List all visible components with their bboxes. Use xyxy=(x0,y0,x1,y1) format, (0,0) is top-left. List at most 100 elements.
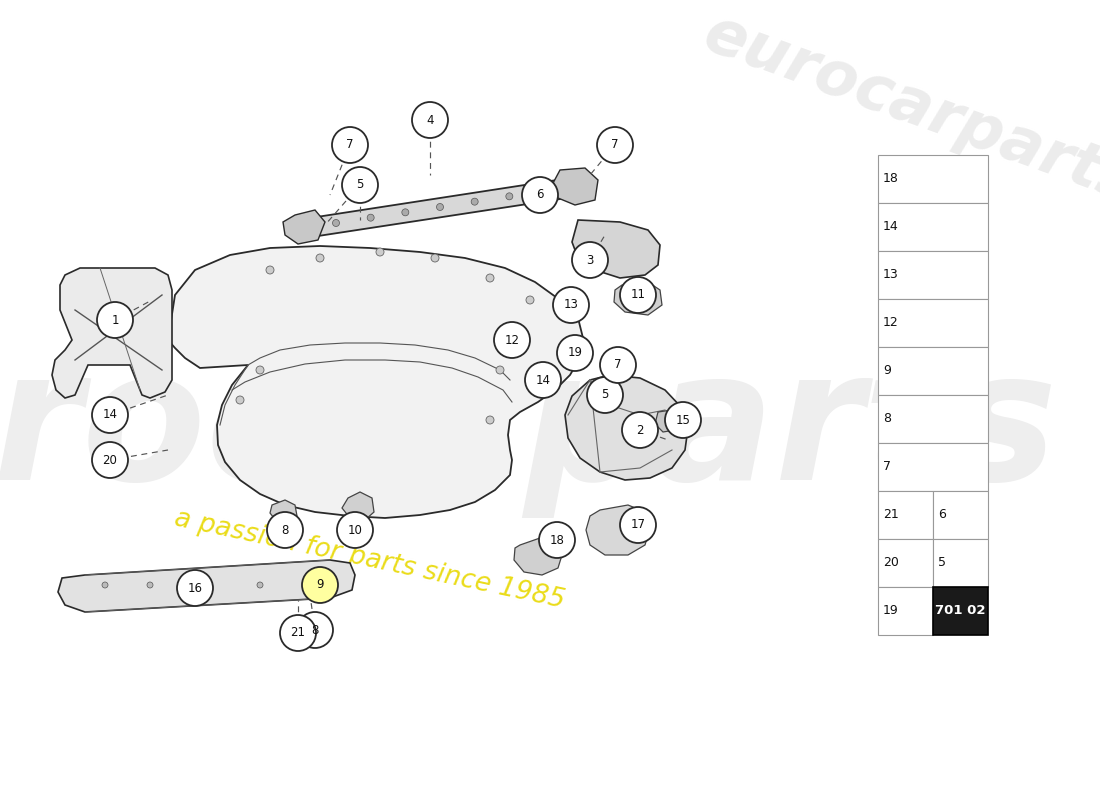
Text: 20: 20 xyxy=(102,454,118,466)
Text: 5: 5 xyxy=(356,178,364,191)
Circle shape xyxy=(92,397,128,433)
Text: a passion for parts since 1985: a passion for parts since 1985 xyxy=(173,506,568,614)
Text: 19: 19 xyxy=(883,605,899,618)
Text: 2: 2 xyxy=(636,423,644,437)
Text: 14: 14 xyxy=(102,409,118,422)
Polygon shape xyxy=(614,282,662,315)
Circle shape xyxy=(307,582,314,588)
Polygon shape xyxy=(654,410,678,432)
Circle shape xyxy=(267,512,303,548)
Circle shape xyxy=(412,102,448,138)
Text: 9: 9 xyxy=(883,365,891,378)
Text: 6: 6 xyxy=(537,189,543,202)
Circle shape xyxy=(557,335,593,371)
Polygon shape xyxy=(514,538,562,575)
Polygon shape xyxy=(572,220,660,278)
Text: 701 02: 701 02 xyxy=(935,605,986,618)
Circle shape xyxy=(620,507,656,543)
Text: 9: 9 xyxy=(317,578,323,591)
Text: 15: 15 xyxy=(675,414,691,426)
Circle shape xyxy=(506,193,513,200)
Circle shape xyxy=(280,615,316,651)
Circle shape xyxy=(236,396,244,404)
Text: 7: 7 xyxy=(883,461,891,474)
Circle shape xyxy=(302,567,338,603)
FancyBboxPatch shape xyxy=(878,539,933,587)
FancyBboxPatch shape xyxy=(933,539,988,587)
Text: 1: 1 xyxy=(111,314,119,326)
Text: 7: 7 xyxy=(346,138,354,151)
Text: 18: 18 xyxy=(883,173,899,186)
Text: 5: 5 xyxy=(938,557,946,570)
Text: 18: 18 xyxy=(550,534,564,546)
Circle shape xyxy=(471,198,478,205)
Circle shape xyxy=(525,362,561,398)
Text: 21: 21 xyxy=(883,509,899,522)
Circle shape xyxy=(486,416,494,424)
Circle shape xyxy=(177,570,213,606)
Text: 8: 8 xyxy=(883,413,891,426)
Circle shape xyxy=(97,302,133,338)
Circle shape xyxy=(526,296,534,304)
Text: 13: 13 xyxy=(563,298,579,311)
Text: 5: 5 xyxy=(602,389,608,402)
Text: 12: 12 xyxy=(505,334,519,346)
Text: 6: 6 xyxy=(938,509,946,522)
Circle shape xyxy=(266,266,274,274)
Circle shape xyxy=(431,254,439,262)
Polygon shape xyxy=(342,492,374,520)
Circle shape xyxy=(597,127,632,163)
Text: 10: 10 xyxy=(348,523,362,537)
Text: 14: 14 xyxy=(536,374,550,386)
Circle shape xyxy=(496,366,504,374)
FancyBboxPatch shape xyxy=(878,299,988,347)
Polygon shape xyxy=(586,505,650,555)
FancyBboxPatch shape xyxy=(933,587,988,635)
Circle shape xyxy=(553,287,588,323)
Circle shape xyxy=(367,214,374,221)
Circle shape xyxy=(342,167,378,203)
Polygon shape xyxy=(168,246,583,518)
Polygon shape xyxy=(52,268,172,398)
Text: 21: 21 xyxy=(290,626,306,639)
Circle shape xyxy=(494,322,530,358)
Circle shape xyxy=(600,347,636,383)
Circle shape xyxy=(332,127,368,163)
Circle shape xyxy=(540,187,548,194)
Circle shape xyxy=(102,582,108,588)
FancyBboxPatch shape xyxy=(878,443,988,491)
Text: 7: 7 xyxy=(612,138,618,151)
Text: 7: 7 xyxy=(614,358,622,371)
Circle shape xyxy=(666,402,701,438)
Circle shape xyxy=(402,209,409,216)
Circle shape xyxy=(522,177,558,213)
Circle shape xyxy=(332,219,340,226)
Circle shape xyxy=(92,442,128,478)
Text: 12: 12 xyxy=(883,317,899,330)
Text: 4: 4 xyxy=(427,114,433,126)
FancyBboxPatch shape xyxy=(878,587,933,635)
Polygon shape xyxy=(310,178,580,236)
Polygon shape xyxy=(552,168,598,205)
Circle shape xyxy=(486,274,494,282)
Circle shape xyxy=(297,612,333,648)
FancyBboxPatch shape xyxy=(878,251,988,299)
Circle shape xyxy=(621,412,658,448)
Circle shape xyxy=(572,242,608,278)
Circle shape xyxy=(257,582,263,588)
Circle shape xyxy=(316,254,324,262)
Circle shape xyxy=(587,377,623,413)
Polygon shape xyxy=(565,375,688,480)
Circle shape xyxy=(620,277,656,313)
Text: 20: 20 xyxy=(883,557,899,570)
FancyBboxPatch shape xyxy=(878,155,988,203)
Text: 17: 17 xyxy=(630,518,646,531)
Circle shape xyxy=(256,366,264,374)
Text: 11: 11 xyxy=(630,289,646,302)
Text: 8: 8 xyxy=(311,623,319,637)
Text: 8: 8 xyxy=(282,523,288,537)
Circle shape xyxy=(147,582,153,588)
FancyBboxPatch shape xyxy=(878,395,988,443)
Circle shape xyxy=(539,522,575,558)
Text: eurocarparts: eurocarparts xyxy=(695,4,1100,216)
